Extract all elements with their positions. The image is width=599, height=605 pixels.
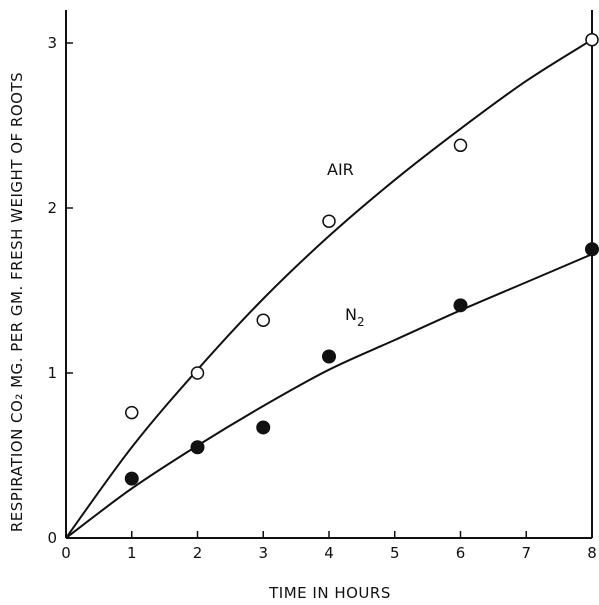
x-tick-label: 6 [456, 544, 466, 562]
data-point-n2 [256, 420, 271, 435]
x-tick-label: 3 [258, 544, 268, 562]
series-label-air: AIR [327, 160, 354, 179]
x-tick-label: 1 [127, 544, 137, 562]
data-point-n2 [124, 471, 139, 486]
fit-curve-air [65, 38, 593, 539]
data-point-n2 [585, 242, 599, 257]
data-point-air [585, 32, 599, 47]
data-point-air [190, 366, 205, 380]
x-tick-label: 8 [587, 544, 597, 562]
x-axis-title: TIME IN HOURS [268, 584, 391, 602]
y-tick-label: 0 [47, 529, 57, 547]
x-tick-label: 7 [521, 544, 531, 562]
x-tick-label: 0 [61, 544, 71, 562]
fit-curves [65, 38, 593, 539]
series-label-n2-subscript: 2 [357, 315, 365, 329]
x-tick-label: 2 [193, 544, 203, 562]
x-tick-label: 4 [324, 544, 334, 562]
series-label-n2-text: N [345, 305, 357, 324]
y-tick-label: 2 [47, 199, 57, 217]
data-point-n2 [190, 440, 205, 455]
data-point-air [256, 313, 270, 327]
y-tick-label: 3 [47, 34, 57, 52]
data-point-n2 [322, 349, 336, 364]
x-tick-label: 5 [390, 544, 400, 562]
data-point-n2 [453, 298, 468, 313]
fit-curve-n2 [65, 253, 593, 539]
data-points [124, 32, 599, 486]
y-tick-label: 1 [47, 364, 57, 382]
data-point-air [125, 405, 139, 420]
ticks: 0 1 2 3 4 5 6 7 8 0 1 2 3 [47, 34, 596, 562]
data-point-air [453, 138, 468, 153]
data-point-air [322, 214, 336, 228]
series-label-air-text: AIR [327, 160, 354, 179]
y-axis-title: RESPIRATION CO₂ MG. PER GM. FRESH WEIGHT… [8, 72, 26, 532]
series-label-n2: N2 [345, 305, 365, 329]
